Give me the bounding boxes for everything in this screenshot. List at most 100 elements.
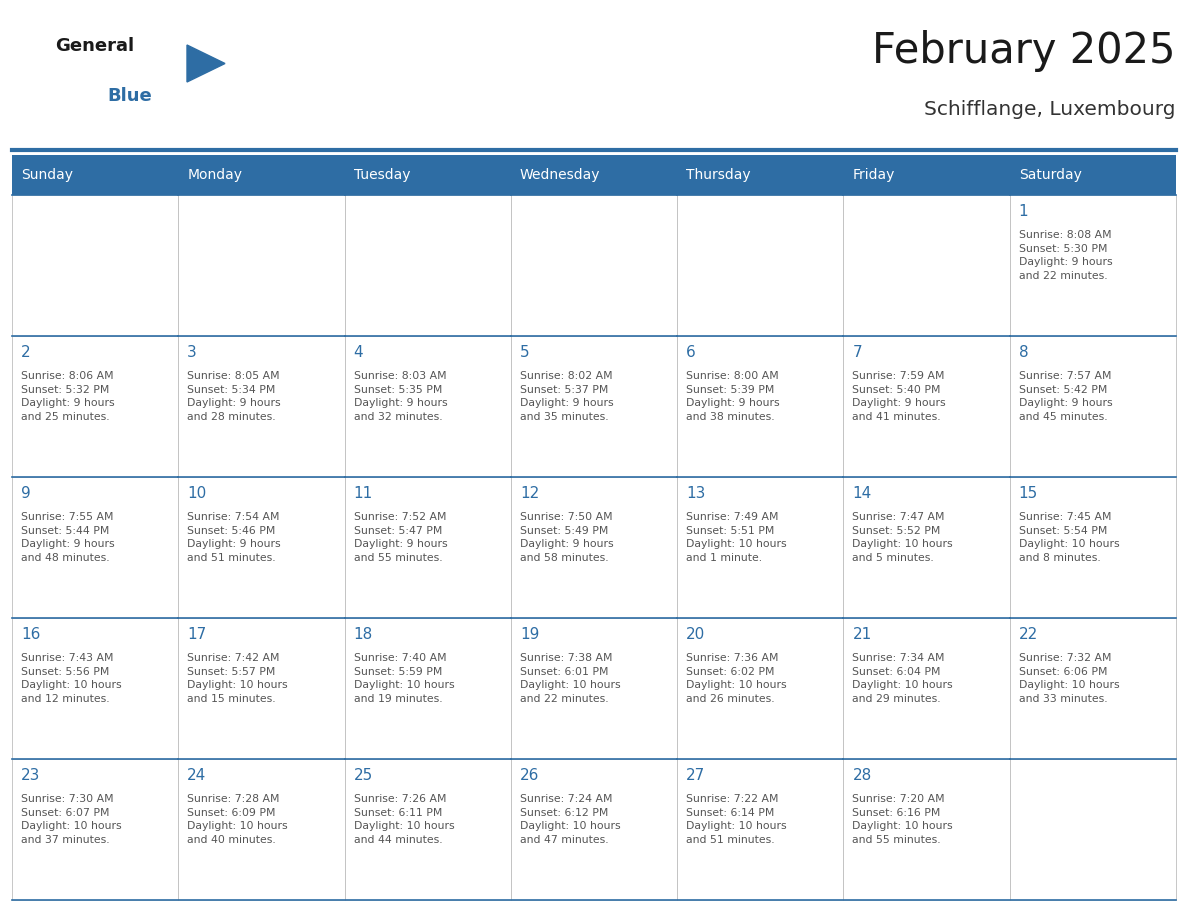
Text: 3: 3 xyxy=(188,345,197,360)
Text: Sunrise: 7:45 AM
Sunset: 5:54 PM
Daylight: 10 hours
and 8 minutes.: Sunrise: 7:45 AM Sunset: 5:54 PM Dayligh… xyxy=(1019,512,1119,563)
Text: 5: 5 xyxy=(520,345,530,360)
Bar xyxy=(843,477,1010,618)
Text: Sunrise: 7:38 AM
Sunset: 6:01 PM
Daylight: 10 hours
and 22 minutes.: Sunrise: 7:38 AM Sunset: 6:01 PM Dayligh… xyxy=(520,653,620,704)
Text: 10: 10 xyxy=(188,486,207,501)
Text: 6: 6 xyxy=(687,345,696,360)
Text: Sunrise: 7:57 AM
Sunset: 5:42 PM
Daylight: 9 hours
and 45 minutes.: Sunrise: 7:57 AM Sunset: 5:42 PM Dayligh… xyxy=(1019,371,1112,421)
Bar xyxy=(843,155,1010,195)
Bar xyxy=(677,155,843,195)
Text: General: General xyxy=(55,37,134,55)
Text: 27: 27 xyxy=(687,768,706,783)
Bar xyxy=(511,477,677,618)
Bar xyxy=(12,336,178,477)
Text: 13: 13 xyxy=(687,486,706,501)
Text: Schifflange, Luxembourg: Schifflange, Luxembourg xyxy=(924,100,1176,119)
Text: 16: 16 xyxy=(21,627,40,642)
Polygon shape xyxy=(187,45,225,82)
Bar xyxy=(345,618,511,759)
Bar xyxy=(511,195,677,336)
Text: 8: 8 xyxy=(1019,345,1029,360)
Bar xyxy=(345,477,511,618)
Text: 25: 25 xyxy=(354,768,373,783)
Text: Sunrise: 7:43 AM
Sunset: 5:56 PM
Daylight: 10 hours
and 12 minutes.: Sunrise: 7:43 AM Sunset: 5:56 PM Dayligh… xyxy=(21,653,121,704)
Text: Sunrise: 7:55 AM
Sunset: 5:44 PM
Daylight: 9 hours
and 48 minutes.: Sunrise: 7:55 AM Sunset: 5:44 PM Dayligh… xyxy=(21,512,114,563)
Text: 20: 20 xyxy=(687,627,706,642)
Bar xyxy=(677,336,843,477)
Text: 18: 18 xyxy=(354,627,373,642)
Text: February 2025: February 2025 xyxy=(872,30,1176,72)
Text: 1: 1 xyxy=(1019,204,1029,219)
Text: Sunrise: 7:34 AM
Sunset: 6:04 PM
Daylight: 10 hours
and 29 minutes.: Sunrise: 7:34 AM Sunset: 6:04 PM Dayligh… xyxy=(853,653,953,704)
Text: 7: 7 xyxy=(853,345,862,360)
Text: Sunrise: 7:42 AM
Sunset: 5:57 PM
Daylight: 10 hours
and 15 minutes.: Sunrise: 7:42 AM Sunset: 5:57 PM Dayligh… xyxy=(188,653,287,704)
Bar xyxy=(843,336,1010,477)
Text: Friday: Friday xyxy=(853,168,895,182)
Bar xyxy=(1010,336,1176,477)
Text: Sunrise: 8:05 AM
Sunset: 5:34 PM
Daylight: 9 hours
and 28 minutes.: Sunrise: 8:05 AM Sunset: 5:34 PM Dayligh… xyxy=(188,371,280,421)
Text: 2: 2 xyxy=(21,345,31,360)
Text: Sunrise: 7:32 AM
Sunset: 6:06 PM
Daylight: 10 hours
and 33 minutes.: Sunrise: 7:32 AM Sunset: 6:06 PM Dayligh… xyxy=(1019,653,1119,704)
Bar xyxy=(345,759,511,900)
Text: Sunrise: 7:24 AM
Sunset: 6:12 PM
Daylight: 10 hours
and 47 minutes.: Sunrise: 7:24 AM Sunset: 6:12 PM Dayligh… xyxy=(520,794,620,845)
Text: Sunrise: 7:28 AM
Sunset: 6:09 PM
Daylight: 10 hours
and 40 minutes.: Sunrise: 7:28 AM Sunset: 6:09 PM Dayligh… xyxy=(188,794,287,845)
Text: Sunrise: 7:22 AM
Sunset: 6:14 PM
Daylight: 10 hours
and 51 minutes.: Sunrise: 7:22 AM Sunset: 6:14 PM Dayligh… xyxy=(687,794,786,845)
Text: Sunrise: 7:30 AM
Sunset: 6:07 PM
Daylight: 10 hours
and 37 minutes.: Sunrise: 7:30 AM Sunset: 6:07 PM Dayligh… xyxy=(21,794,121,845)
Text: Sunrise: 8:02 AM
Sunset: 5:37 PM
Daylight: 9 hours
and 35 minutes.: Sunrise: 8:02 AM Sunset: 5:37 PM Dayligh… xyxy=(520,371,613,421)
Bar xyxy=(677,618,843,759)
Text: 26: 26 xyxy=(520,768,539,783)
Text: 9: 9 xyxy=(21,486,31,501)
Text: Monday: Monday xyxy=(188,168,242,182)
Text: Sunrise: 8:03 AM
Sunset: 5:35 PM
Daylight: 9 hours
and 32 minutes.: Sunrise: 8:03 AM Sunset: 5:35 PM Dayligh… xyxy=(354,371,447,421)
Text: 22: 22 xyxy=(1019,627,1038,642)
Bar xyxy=(12,618,178,759)
Bar xyxy=(1010,477,1176,618)
Text: Blue: Blue xyxy=(107,87,152,105)
Bar xyxy=(677,477,843,618)
Text: 14: 14 xyxy=(853,486,872,501)
Bar xyxy=(12,477,178,618)
Bar xyxy=(677,759,843,900)
Bar xyxy=(178,618,345,759)
Text: Sunrise: 7:52 AM
Sunset: 5:47 PM
Daylight: 9 hours
and 55 minutes.: Sunrise: 7:52 AM Sunset: 5:47 PM Dayligh… xyxy=(354,512,447,563)
Bar xyxy=(1010,618,1176,759)
Text: Sunrise: 7:36 AM
Sunset: 6:02 PM
Daylight: 10 hours
and 26 minutes.: Sunrise: 7:36 AM Sunset: 6:02 PM Dayligh… xyxy=(687,653,786,704)
Bar xyxy=(511,336,677,477)
Bar xyxy=(12,759,178,900)
Bar xyxy=(345,195,511,336)
Bar xyxy=(843,759,1010,900)
Bar xyxy=(178,759,345,900)
Bar xyxy=(511,759,677,900)
Text: Sunrise: 7:40 AM
Sunset: 5:59 PM
Daylight: 10 hours
and 19 minutes.: Sunrise: 7:40 AM Sunset: 5:59 PM Dayligh… xyxy=(354,653,454,704)
Bar xyxy=(1010,759,1176,900)
Text: Sunrise: 7:20 AM
Sunset: 6:16 PM
Daylight: 10 hours
and 55 minutes.: Sunrise: 7:20 AM Sunset: 6:16 PM Dayligh… xyxy=(853,794,953,845)
Text: Sunrise: 7:49 AM
Sunset: 5:51 PM
Daylight: 10 hours
and 1 minute.: Sunrise: 7:49 AM Sunset: 5:51 PM Dayligh… xyxy=(687,512,786,563)
Text: 23: 23 xyxy=(21,768,40,783)
Text: Sunrise: 8:00 AM
Sunset: 5:39 PM
Daylight: 9 hours
and 38 minutes.: Sunrise: 8:00 AM Sunset: 5:39 PM Dayligh… xyxy=(687,371,779,421)
Bar xyxy=(1010,195,1176,336)
Bar xyxy=(345,155,511,195)
Text: Thursday: Thursday xyxy=(687,168,751,182)
Text: Sunrise: 7:54 AM
Sunset: 5:46 PM
Daylight: 9 hours
and 51 minutes.: Sunrise: 7:54 AM Sunset: 5:46 PM Dayligh… xyxy=(188,512,280,563)
Bar xyxy=(12,155,178,195)
Bar xyxy=(677,195,843,336)
Bar xyxy=(178,336,345,477)
Text: 24: 24 xyxy=(188,768,207,783)
Text: 17: 17 xyxy=(188,627,207,642)
Bar xyxy=(345,336,511,477)
Bar xyxy=(1010,155,1176,195)
Text: Tuesday: Tuesday xyxy=(354,168,410,182)
Text: 15: 15 xyxy=(1019,486,1038,501)
Text: 28: 28 xyxy=(853,768,872,783)
Text: Sunrise: 7:50 AM
Sunset: 5:49 PM
Daylight: 9 hours
and 58 minutes.: Sunrise: 7:50 AM Sunset: 5:49 PM Dayligh… xyxy=(520,512,613,563)
Bar xyxy=(843,618,1010,759)
Bar xyxy=(178,477,345,618)
Text: Sunrise: 8:06 AM
Sunset: 5:32 PM
Daylight: 9 hours
and 25 minutes.: Sunrise: 8:06 AM Sunset: 5:32 PM Dayligh… xyxy=(21,371,114,421)
Text: 4: 4 xyxy=(354,345,364,360)
Text: Sunday: Sunday xyxy=(21,168,72,182)
Bar xyxy=(511,155,677,195)
Text: 12: 12 xyxy=(520,486,539,501)
Bar xyxy=(511,618,677,759)
Text: 21: 21 xyxy=(853,627,872,642)
Bar xyxy=(178,195,345,336)
Bar xyxy=(12,195,178,336)
